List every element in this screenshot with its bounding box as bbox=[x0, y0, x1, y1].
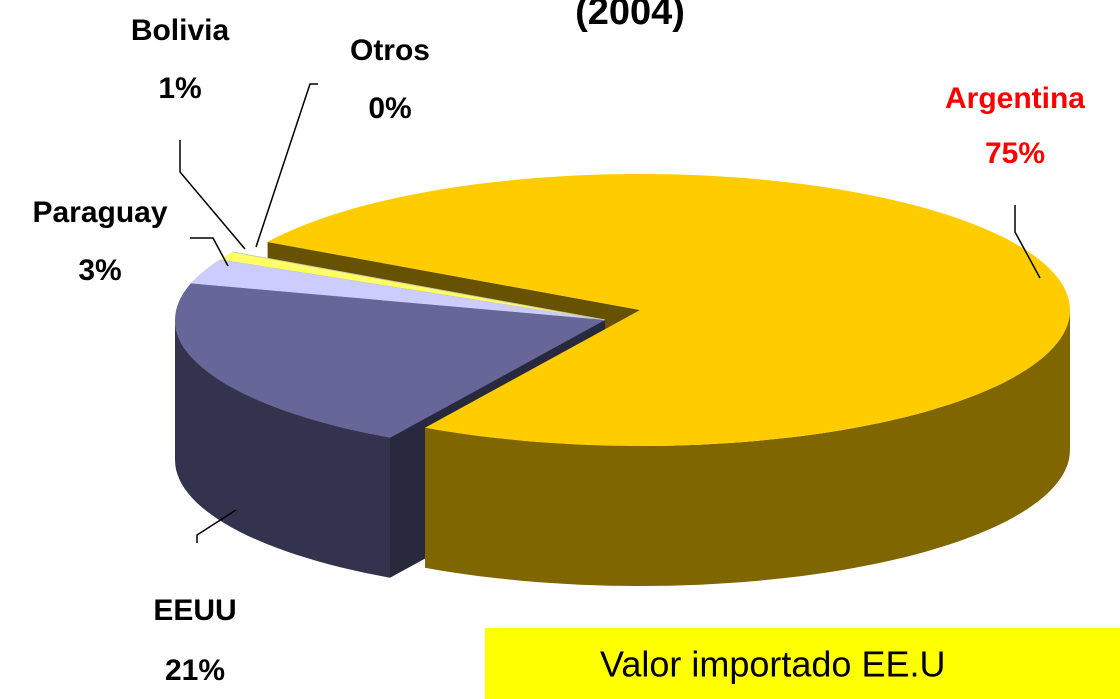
slice-wall bbox=[425, 310, 1070, 586]
slice-value-label: 21% bbox=[165, 654, 225, 687]
slice bbox=[175, 283, 605, 438]
leader-line bbox=[196, 509, 237, 543]
leader-line bbox=[190, 237, 229, 267]
slice-value-label: 3% bbox=[78, 254, 121, 287]
slice bbox=[219, 252, 606, 320]
slice-label: Bolivia bbox=[131, 14, 230, 47]
slice-label: Argentina bbox=[945, 82, 1085, 115]
pie bbox=[175, 174, 1071, 586]
slice-label: Otros bbox=[350, 34, 430, 67]
slice-wall bbox=[175, 320, 390, 578]
annotation-box bbox=[485, 628, 1120, 699]
slice bbox=[190, 259, 606, 320]
slice-value-label: 1% bbox=[158, 72, 201, 105]
slice bbox=[232, 251, 606, 321]
slice bbox=[267, 174, 1071, 446]
slice-value-label: 0% bbox=[368, 92, 411, 125]
leader-line bbox=[179, 140, 246, 250]
slice-label: Paraguay bbox=[32, 196, 167, 229]
annotation: Valor importado EE.U bbox=[600, 644, 945, 685]
chart-title: (2004) bbox=[575, 0, 685, 33]
leader-line bbox=[255, 83, 318, 248]
slice-value-label: 75% bbox=[985, 137, 1045, 170]
slice-label: EEUU bbox=[153, 594, 236, 627]
leader-line bbox=[1014, 205, 1041, 279]
labels: Argentina 75% EEUU 21% Paraguay 3% Bolivia 1% Ot… bbox=[32, 14, 1085, 687]
